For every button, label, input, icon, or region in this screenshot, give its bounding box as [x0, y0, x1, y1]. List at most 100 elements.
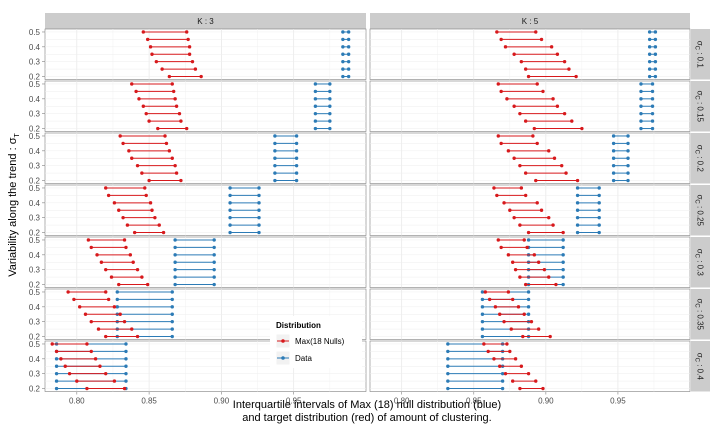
- null-interval-start: [639, 126, 643, 131]
- target-interval-end: [575, 178, 580, 183]
- target-interval-start: [144, 111, 148, 116]
- target-interval-start: [513, 267, 518, 272]
- null-interval-start: [173, 260, 177, 264]
- target-interval-end: [106, 297, 111, 302]
- null-interval-end: [124, 342, 128, 346]
- null-interval-end: [294, 171, 299, 175]
- target-interval-start: [141, 30, 146, 34]
- null-interval-start: [639, 104, 643, 108]
- target-interval-start: [86, 238, 91, 242]
- null-interval-start: [575, 208, 580, 212]
- null-interval-end: [328, 97, 332, 101]
- null-interval-end: [626, 178, 630, 183]
- null-interval-end: [346, 52, 351, 56]
- null-interval-end: [597, 186, 601, 190]
- null-interval-start: [575, 215, 580, 220]
- target-interval-start: [140, 171, 144, 175]
- row-strip: [691, 81, 710, 132]
- legend-item-label: Max(18 Nulls): [295, 337, 345, 346]
- target-interval-start: [498, 364, 502, 368]
- target-interval-start: [78, 305, 82, 309]
- target-interval-end: [506, 290, 511, 294]
- target-interval-end: [516, 305, 521, 309]
- target-interval-start: [496, 82, 500, 86]
- target-interval-end: [508, 349, 512, 354]
- target-interval-end: [525, 245, 529, 250]
- null-interval-end: [561, 267, 565, 272]
- null-interval-end: [597, 223, 601, 227]
- null-interval-start: [341, 59, 345, 64]
- row-strip: [691, 185, 710, 236]
- target-interval-end: [170, 82, 174, 86]
- column-strip-label: K : 3: [197, 17, 214, 26]
- target-interval-end: [140, 275, 144, 279]
- target-interval-end: [148, 201, 153, 205]
- null-interval-end: [653, 30, 658, 34]
- target-interval-start: [512, 104, 516, 108]
- null-interval-start: [446, 364, 450, 368]
- target-interval-end: [541, 386, 545, 391]
- target-interval-start: [502, 201, 506, 205]
- target-interval-start: [147, 119, 151, 123]
- null-interval-end: [257, 201, 261, 205]
- target-interval-start: [150, 52, 154, 56]
- target-interval-end: [536, 327, 541, 331]
- target-interval-start: [104, 186, 108, 190]
- row-strip-label: σC : 0.2: [694, 145, 705, 173]
- null-interval-end: [257, 208, 261, 212]
- legend-key-point: [281, 356, 285, 360]
- null-interval-start: [273, 178, 277, 183]
- target-interval-end: [570, 119, 574, 123]
- null-interval-start: [173, 253, 177, 257]
- null-interval-start: [341, 52, 345, 56]
- target-interval-end: [574, 74, 578, 79]
- target-interval-start: [154, 59, 159, 64]
- target-interval-start: [104, 267, 108, 272]
- null-interval-start: [575, 223, 580, 227]
- target-interval-start: [118, 134, 122, 138]
- target-interval-start: [496, 238, 500, 242]
- null-interval-start: [273, 156, 277, 160]
- target-interval-end: [93, 357, 98, 361]
- null-interval-start: [54, 386, 59, 391]
- null-interval-end: [561, 282, 565, 287]
- target-interval-start: [512, 215, 516, 220]
- null-interval-end: [124, 364, 128, 368]
- null-interval-start: [611, 134, 616, 138]
- y-axis-title: Variability along the trend : σT: [7, 133, 21, 277]
- null-interval-end: [212, 267, 216, 272]
- x-tick-label: 0.80: [69, 397, 85, 406]
- target-interval-start: [496, 134, 500, 138]
- null-interval-start: [575, 186, 580, 190]
- target-interval-end: [128, 253, 133, 257]
- null-interval-end: [626, 149, 630, 153]
- target-interval-start: [135, 163, 140, 168]
- target-interval-end: [547, 149, 551, 153]
- null-interval-end: [653, 45, 658, 49]
- null-interval-end: [212, 275, 216, 279]
- null-interval-end: [650, 126, 655, 131]
- null-interval-end: [597, 215, 601, 220]
- target-interval-end: [122, 238, 127, 242]
- null-interval-start: [480, 290, 485, 294]
- y-tick-label: 0.5: [29, 28, 41, 37]
- target-interval-end: [560, 163, 564, 168]
- null-interval-start: [173, 275, 177, 279]
- target-interval-end: [143, 186, 147, 190]
- null-interval-end: [650, 97, 655, 101]
- null-interval-end: [212, 238, 216, 242]
- target-interval-start: [523, 119, 528, 123]
- target-interval-start: [89, 245, 93, 250]
- target-interval-end: [539, 208, 544, 212]
- target-interval-start: [495, 30, 499, 34]
- target-interval-start: [67, 371, 72, 376]
- target-interval-start: [160, 67, 164, 71]
- null-interval-start: [228, 186, 232, 190]
- target-interval-start: [523, 171, 528, 175]
- target-interval-start: [137, 97, 141, 101]
- target-interval-end: [552, 156, 557, 160]
- target-interval-start: [499, 89, 503, 94]
- target-interval-end: [145, 282, 150, 287]
- null-interval-end: [526, 290, 531, 294]
